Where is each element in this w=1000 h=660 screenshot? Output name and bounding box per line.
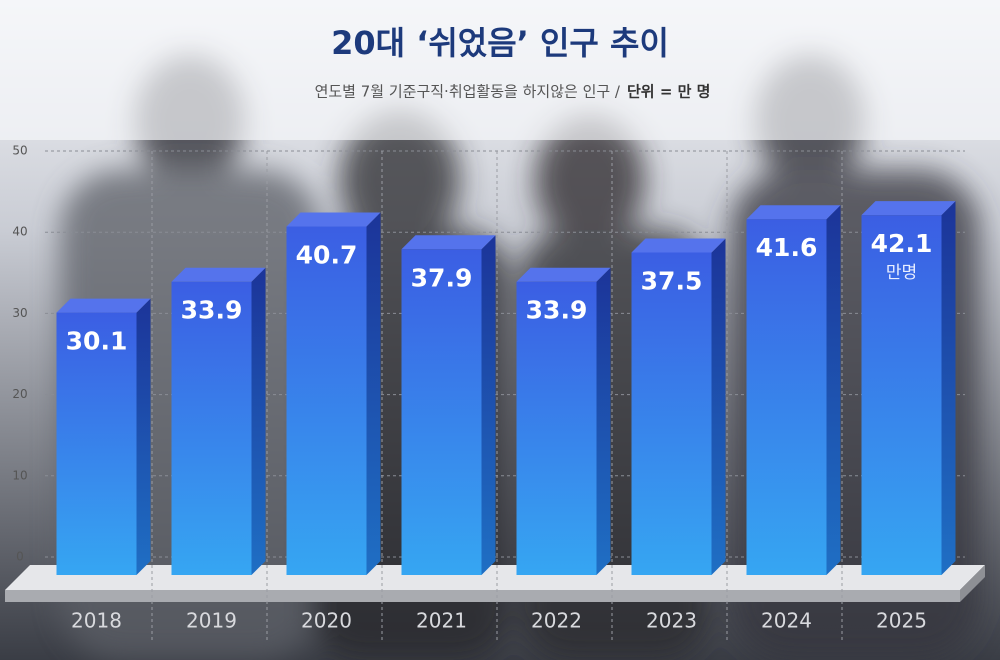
bar <box>171 267 266 575</box>
bar-top <box>516 267 611 282</box>
x-tick-label: 2023 <box>646 609 697 633</box>
bar-side <box>941 201 956 575</box>
bar <box>861 201 956 575</box>
value-label: 37.5 <box>641 267 703 296</box>
bar-top <box>631 238 726 253</box>
y-tick-label: 50 <box>12 144 27 158</box>
value-label: 42.1 <box>871 229 933 258</box>
chart-title: 20대 ‘쉬었음’ 인구 추이 <box>331 24 669 62</box>
floor-edge <box>5 590 960 602</box>
bar-front <box>56 312 137 575</box>
y-tick-label: 0 <box>16 550 24 564</box>
value-label: 30.1 <box>66 327 128 356</box>
bar-side <box>366 212 381 576</box>
bar-front <box>171 281 252 575</box>
bar-front <box>401 249 482 575</box>
value-label: 40.7 <box>296 241 358 270</box>
x-tick-label: 2025 <box>876 609 927 633</box>
y-tick-label: 40 <box>12 225 27 239</box>
header-panel <box>0 0 1000 140</box>
x-tick-label: 2022 <box>531 609 582 633</box>
bar-side <box>251 267 266 575</box>
value-label: 33.9 <box>526 296 588 325</box>
bar-front <box>516 281 597 575</box>
bar <box>401 235 496 575</box>
x-tick-label: 2019 <box>186 609 237 633</box>
x-tick-label: 2024 <box>761 609 812 633</box>
y-tick-label: 10 <box>12 468 27 482</box>
bar-side <box>596 267 611 575</box>
x-tick-label: 2021 <box>416 609 467 633</box>
unit-annotation: 만명 <box>886 263 917 283</box>
value-label: 33.9 <box>181 296 243 325</box>
value-label: 37.9 <box>411 263 473 292</box>
y-tick-label: 20 <box>12 387 27 401</box>
bar-side <box>136 298 151 575</box>
bar <box>746 205 841 575</box>
bar-front <box>286 226 367 576</box>
bar-top <box>286 212 381 227</box>
bar-top <box>171 267 266 282</box>
floor-side <box>960 565 985 602</box>
bar <box>516 267 611 575</box>
bar-side <box>826 205 841 575</box>
bar-front <box>631 252 712 575</box>
chart-subtitle: 연도별 7월 기준구직·취업활동을 하지않은 인구 / <box>315 83 621 101</box>
bar <box>56 298 151 575</box>
unit-note: 단위 = 만 명 <box>627 83 710 101</box>
bar <box>286 212 381 576</box>
bar <box>631 238 726 575</box>
bar-front <box>746 219 827 575</box>
bar-top <box>746 205 841 220</box>
bar-side <box>711 238 726 575</box>
value-label: 41.6 <box>756 233 818 262</box>
x-tick-label: 2020 <box>301 609 352 633</box>
bar-top <box>401 235 496 250</box>
bar-top <box>56 298 151 313</box>
bar-side <box>481 235 496 575</box>
x-tick-label: 2018 <box>71 609 122 633</box>
bar-front <box>861 215 942 575</box>
bar-top <box>861 201 956 216</box>
y-tick-label: 30 <box>12 306 27 320</box>
